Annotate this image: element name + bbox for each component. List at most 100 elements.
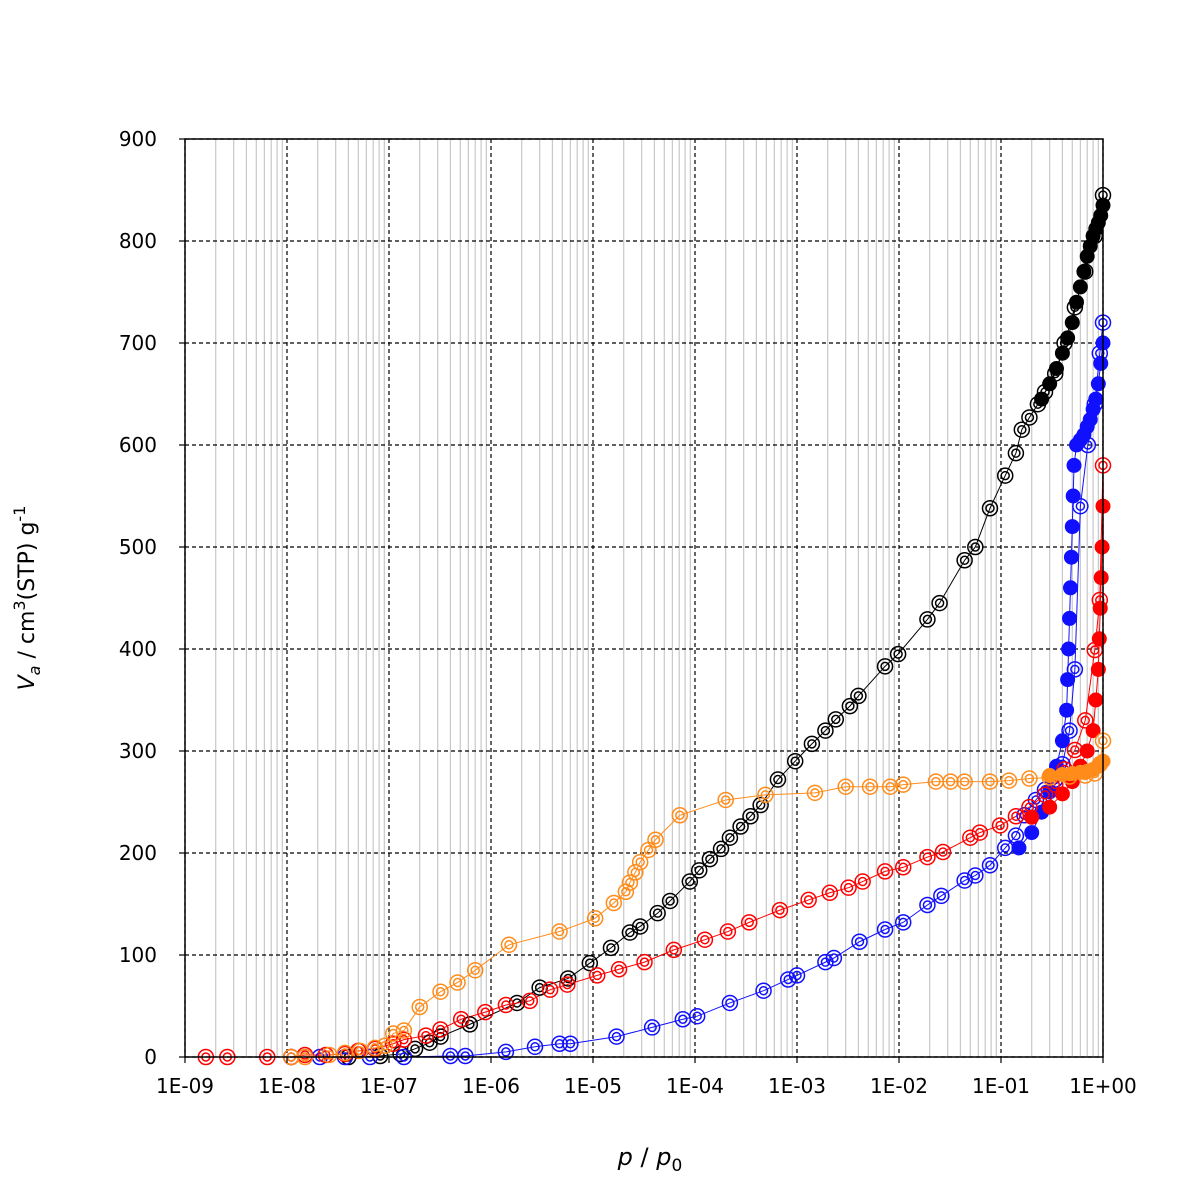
data-point [588, 967, 606, 984]
point-marker-inner [865, 781, 875, 792]
data-point [581, 954, 599, 972]
data-point [769, 771, 787, 788]
point-marker-inner [606, 943, 616, 953]
data-point [956, 552, 973, 569]
data-point [1062, 610, 1078, 626]
point-marker [1034, 391, 1050, 407]
ticks: 1E-09 1E-08 1E-07 1E-06 1E-05 1E-04 1E-03 1E-02… [119, 127, 1137, 1098]
point-marker-inner [665, 896, 675, 906]
point-marker [840, 879, 857, 896]
plot-frame [184, 138, 1104, 1058]
point-marker [1076, 264, 1092, 280]
point-marker [1066, 457, 1082, 473]
point-marker [894, 776, 912, 793]
point-marker [1054, 786, 1070, 802]
point-marker [967, 538, 984, 556]
data-point [621, 924, 639, 941]
point-marker [1093, 570, 1109, 586]
data-point [1064, 519, 1080, 535]
data-point [786, 752, 804, 770]
point-marker [894, 914, 912, 931]
point-marker-inner [324, 1050, 335, 1060]
point-marker [1092, 600, 1108, 616]
point-marker [665, 941, 683, 959]
point-marker-inner [611, 1031, 622, 1042]
data-point [1054, 786, 1070, 802]
point-marker [466, 962, 484, 979]
point-marker [1090, 376, 1106, 392]
y-tick-label: 700 [119, 331, 157, 355]
point-marker-inner [959, 776, 970, 787]
data-point [665, 941, 683, 959]
y-tick-label: 400 [119, 637, 157, 661]
data-point [894, 859, 912, 876]
point-marker-inner [1011, 448, 1021, 458]
data-point [1024, 809, 1040, 825]
point-marker [643, 1019, 661, 1036]
point-marker [1021, 409, 1038, 426]
point-marker [631, 853, 649, 871]
point-marker [1077, 712, 1094, 729]
data-point [681, 873, 699, 890]
data-point [661, 892, 679, 910]
point-marker-inner [790, 756, 800, 766]
data-point [1061, 641, 1077, 657]
point-marker-inner [725, 998, 735, 1008]
data-point [854, 873, 871, 890]
point-marker-inner [1011, 811, 1021, 822]
point-marker-inner [380, 1041, 390, 1051]
x-tick-label: 1E-05 [564, 1074, 622, 1098]
point-marker [956, 872, 973, 889]
point-marker-inner [421, 1030, 431, 1041]
data-point [395, 1022, 413, 1039]
data-point [1021, 409, 1038, 426]
point-marker-inner [1070, 664, 1080, 675]
point-marker [786, 752, 804, 770]
data-point [967, 867, 984, 884]
y-label-part: -1 [10, 506, 29, 522]
point-marker [411, 998, 428, 1016]
point-marker [526, 1038, 544, 1056]
point-marker-inner [592, 970, 602, 981]
point-marker [636, 953, 653, 971]
point-marker [841, 697, 859, 715]
point-marker-inner [1024, 773, 1035, 784]
data-point [417, 1027, 435, 1044]
data-point [1063, 549, 1079, 565]
data-point [942, 773, 959, 790]
point-marker [806, 784, 824, 802]
data-point [696, 931, 714, 948]
point-marker [721, 829, 739, 846]
data-point [500, 936, 518, 954]
point-marker [1066, 661, 1084, 678]
point-marker [588, 967, 606, 984]
y-tick-label: 0 [144, 1045, 157, 1069]
data-point [876, 863, 894, 880]
point-marker-inner [562, 979, 573, 990]
data-point [827, 711, 845, 728]
y-tick-label: 200 [119, 841, 157, 865]
point-marker-inner [840, 781, 851, 792]
point-marker [559, 976, 576, 993]
point-marker [717, 791, 734, 809]
point-marker-inner [554, 926, 565, 937]
point-marker-inner [565, 1038, 576, 1049]
data-point [466, 962, 484, 979]
data-point [457, 1047, 474, 1065]
x-axis-label: p / p0 [617, 1143, 683, 1176]
point-marker [821, 884, 839, 902]
point-marker-inner [931, 776, 941, 787]
point-marker-inner [825, 888, 835, 898]
data-point [562, 1035, 579, 1052]
data-point [1072, 497, 1089, 515]
point-marker-inner [504, 940, 514, 950]
point-marker [701, 850, 719, 868]
data-point [1092, 600, 1108, 616]
point-marker-inner [370, 1043, 380, 1053]
data-point [586, 910, 604, 927]
point-marker-inner [700, 934, 710, 945]
data-point [881, 778, 899, 795]
point-marker-inner [399, 1034, 409, 1045]
point-marker-inner [985, 776, 995, 787]
